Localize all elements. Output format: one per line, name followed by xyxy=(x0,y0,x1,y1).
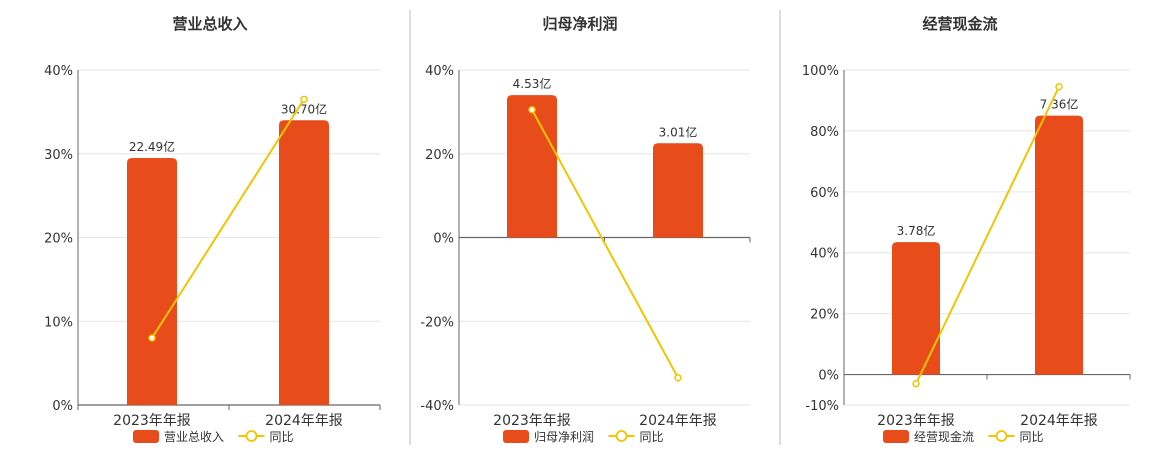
y-tick-label: 20% xyxy=(425,148,454,163)
y-tick-label: 0% xyxy=(818,369,839,384)
bar-data-label: 3.01亿 xyxy=(659,124,698,139)
y-tick-label: 40% xyxy=(425,64,454,79)
yoy-point xyxy=(300,95,308,104)
y-tick-label: 100% xyxy=(802,64,839,79)
legend-label: 经营现金流 xyxy=(914,429,974,444)
x-tick-label: 2023年年报 xyxy=(877,413,955,429)
y-tick-label: 0% xyxy=(433,232,454,247)
y-tick-label: -10% xyxy=(805,399,839,414)
legend-bar-swatch xyxy=(503,430,529,443)
yoy-line xyxy=(531,109,679,379)
y-tick-label: 20% xyxy=(44,232,73,247)
x-tick-label: 2023年年报 xyxy=(493,413,571,429)
x-tick-label: 2024年年报 xyxy=(1020,413,1098,429)
y-tick-label: 40% xyxy=(810,247,839,262)
legend-bar-swatch xyxy=(133,430,159,443)
y-tick-label: -40% xyxy=(420,399,454,414)
legend-bar-swatch xyxy=(883,430,909,443)
legend-label: 归母净利润 xyxy=(534,430,594,444)
bar-data-label: 22.49亿 xyxy=(129,139,175,154)
yoy-point xyxy=(148,334,156,342)
legend-line-marker xyxy=(245,430,258,442)
bar xyxy=(507,95,557,238)
x-tick-label: 2024年年报 xyxy=(265,413,343,429)
y-tick-label: -20% xyxy=(420,315,454,330)
chart-title: 营业总收入 xyxy=(172,15,247,33)
chart-title: 经营现金流 xyxy=(922,15,997,33)
bar-data-label: 3.78亿 xyxy=(897,223,936,238)
yoy-point xyxy=(1055,83,1063,91)
bar xyxy=(127,157,177,405)
bar xyxy=(279,120,329,405)
bar-data-label: 4.53亿 xyxy=(513,76,552,91)
yoy-point xyxy=(528,106,536,114)
yoy-line xyxy=(151,98,305,339)
legend-line-marker xyxy=(615,430,628,442)
legend-label: 营业总收入 xyxy=(164,430,224,444)
legend-label: 同比 xyxy=(270,430,294,444)
chart-title: 归母净利润 xyxy=(542,15,617,33)
y-tick-label: 0% xyxy=(52,399,73,414)
bar xyxy=(653,143,703,238)
bar xyxy=(892,242,940,375)
bar-data-label: 30.70亿 xyxy=(281,101,327,116)
bar-data-label: 7.36亿 xyxy=(1040,97,1079,112)
x-tick-label: 2024年年报 xyxy=(639,413,717,429)
y-tick-label: 10% xyxy=(44,315,73,330)
legend-label: 同比 xyxy=(640,430,664,444)
yoy-point xyxy=(912,379,920,388)
legend-label: 同比 xyxy=(1020,430,1044,444)
y-tick-label: 20% xyxy=(810,308,839,323)
y-tick-label: 80% xyxy=(810,125,839,140)
y-tick-label: 40% xyxy=(44,64,73,79)
y-tick-label: 30% xyxy=(44,148,73,163)
bar xyxy=(1035,115,1083,375)
legend-line-marker xyxy=(995,430,1008,442)
yoy-point xyxy=(674,374,682,382)
y-tick-label: 60% xyxy=(810,186,839,201)
x-tick-label: 2023年年报 xyxy=(113,413,191,429)
yoy-line xyxy=(915,86,1060,385)
